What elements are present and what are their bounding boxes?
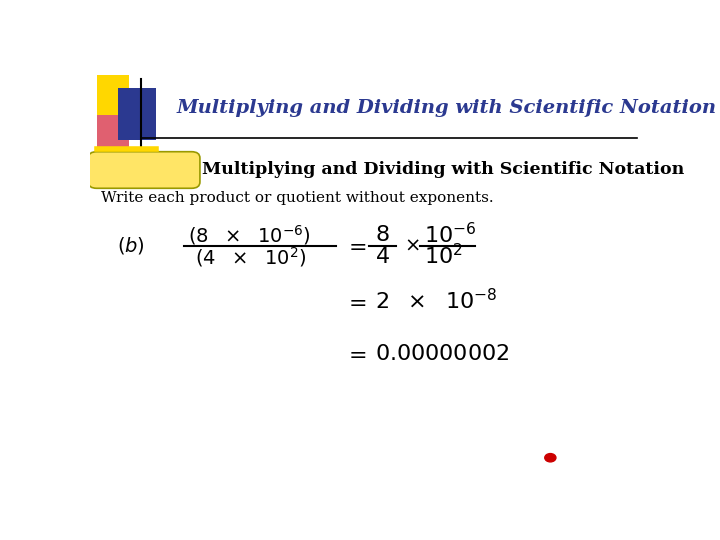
Text: $4$: $4$ <box>375 246 390 268</box>
Text: $( 4 \ \ \times \ \ 10^{2} )$: $( 4 \ \ \times \ \ 10^{2} )$ <box>195 245 307 269</box>
Text: $\times$: $\times$ <box>404 237 419 255</box>
FancyBboxPatch shape <box>118 87 156 140</box>
Text: EXAMPLE 3: EXAMPLE 3 <box>94 163 195 178</box>
Text: Multiplying and Dividing with Scientific Notation: Multiplying and Dividing with Scientific… <box>202 161 684 179</box>
FancyBboxPatch shape <box>96 114 129 148</box>
Text: $0.00000002$: $0.00000002$ <box>374 343 509 365</box>
FancyBboxPatch shape <box>89 152 200 188</box>
Circle shape <box>545 454 556 462</box>
Text: $10^{-6}$: $10^{-6}$ <box>423 222 476 248</box>
Text: Write each product or quotient without exponents.: Write each product or quotient without e… <box>101 191 494 205</box>
Text: $( 8 \ \ \times \ \ 10^{-6} )$: $( 8 \ \ \times \ \ 10^{-6} )$ <box>188 224 310 247</box>
Text: $8$: $8$ <box>375 224 390 246</box>
Text: $2 \ \ \times \ \ 10^{-8}$: $2 \ \ \times \ \ 10^{-8}$ <box>374 289 498 314</box>
Text: $=$: $=$ <box>344 343 366 365</box>
Text: Multiplying and Dividing with Scientific Notation: Multiplying and Dividing with Scientific… <box>176 99 716 118</box>
FancyBboxPatch shape <box>96 75 129 114</box>
Text: $10^{2}$: $10^{2}$ <box>423 244 462 269</box>
Text: $=$: $=$ <box>344 235 366 256</box>
Text: $( b )$: $( b )$ <box>117 235 145 256</box>
Text: $=$: $=$ <box>344 291 366 313</box>
